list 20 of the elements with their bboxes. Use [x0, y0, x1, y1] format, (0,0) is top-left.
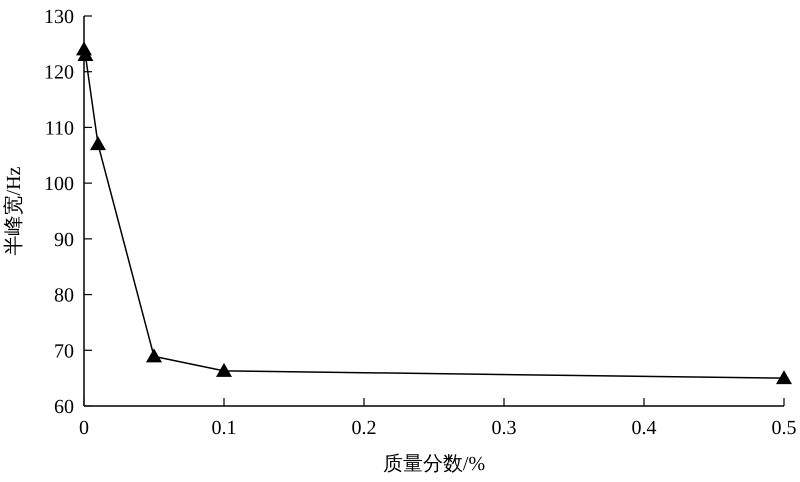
x-tick-label: 0.1 [212, 417, 236, 439]
point [776, 370, 792, 384]
x-tick-label: 0.3 [492, 417, 516, 439]
y-tick-label: 90 [54, 228, 74, 251]
point [146, 348, 162, 362]
y-tick-label: 70 [54, 340, 74, 362]
x-tick-label: 0.2 [352, 417, 376, 439]
y-tick-label: 60 [54, 396, 74, 418]
y-tick-label: 130 [44, 6, 74, 28]
point [90, 136, 106, 150]
x-tick-label: 0.5 [772, 417, 796, 439]
x-axis-title: 质量分数/% [382, 453, 486, 475]
y-axis-title: 半峰宽/Hz [3, 166, 25, 256]
y-tick-label: 100 [44, 173, 74, 196]
x-tick-label: 0.4 [632, 417, 656, 439]
y-tick-label: 120 [44, 62, 74, 84]
y-tick-label: 80 [54, 284, 74, 307]
x-tick-label: 0 [79, 417, 89, 439]
point [216, 362, 232, 377]
y-tick-label: 110 [44, 117, 74, 140]
